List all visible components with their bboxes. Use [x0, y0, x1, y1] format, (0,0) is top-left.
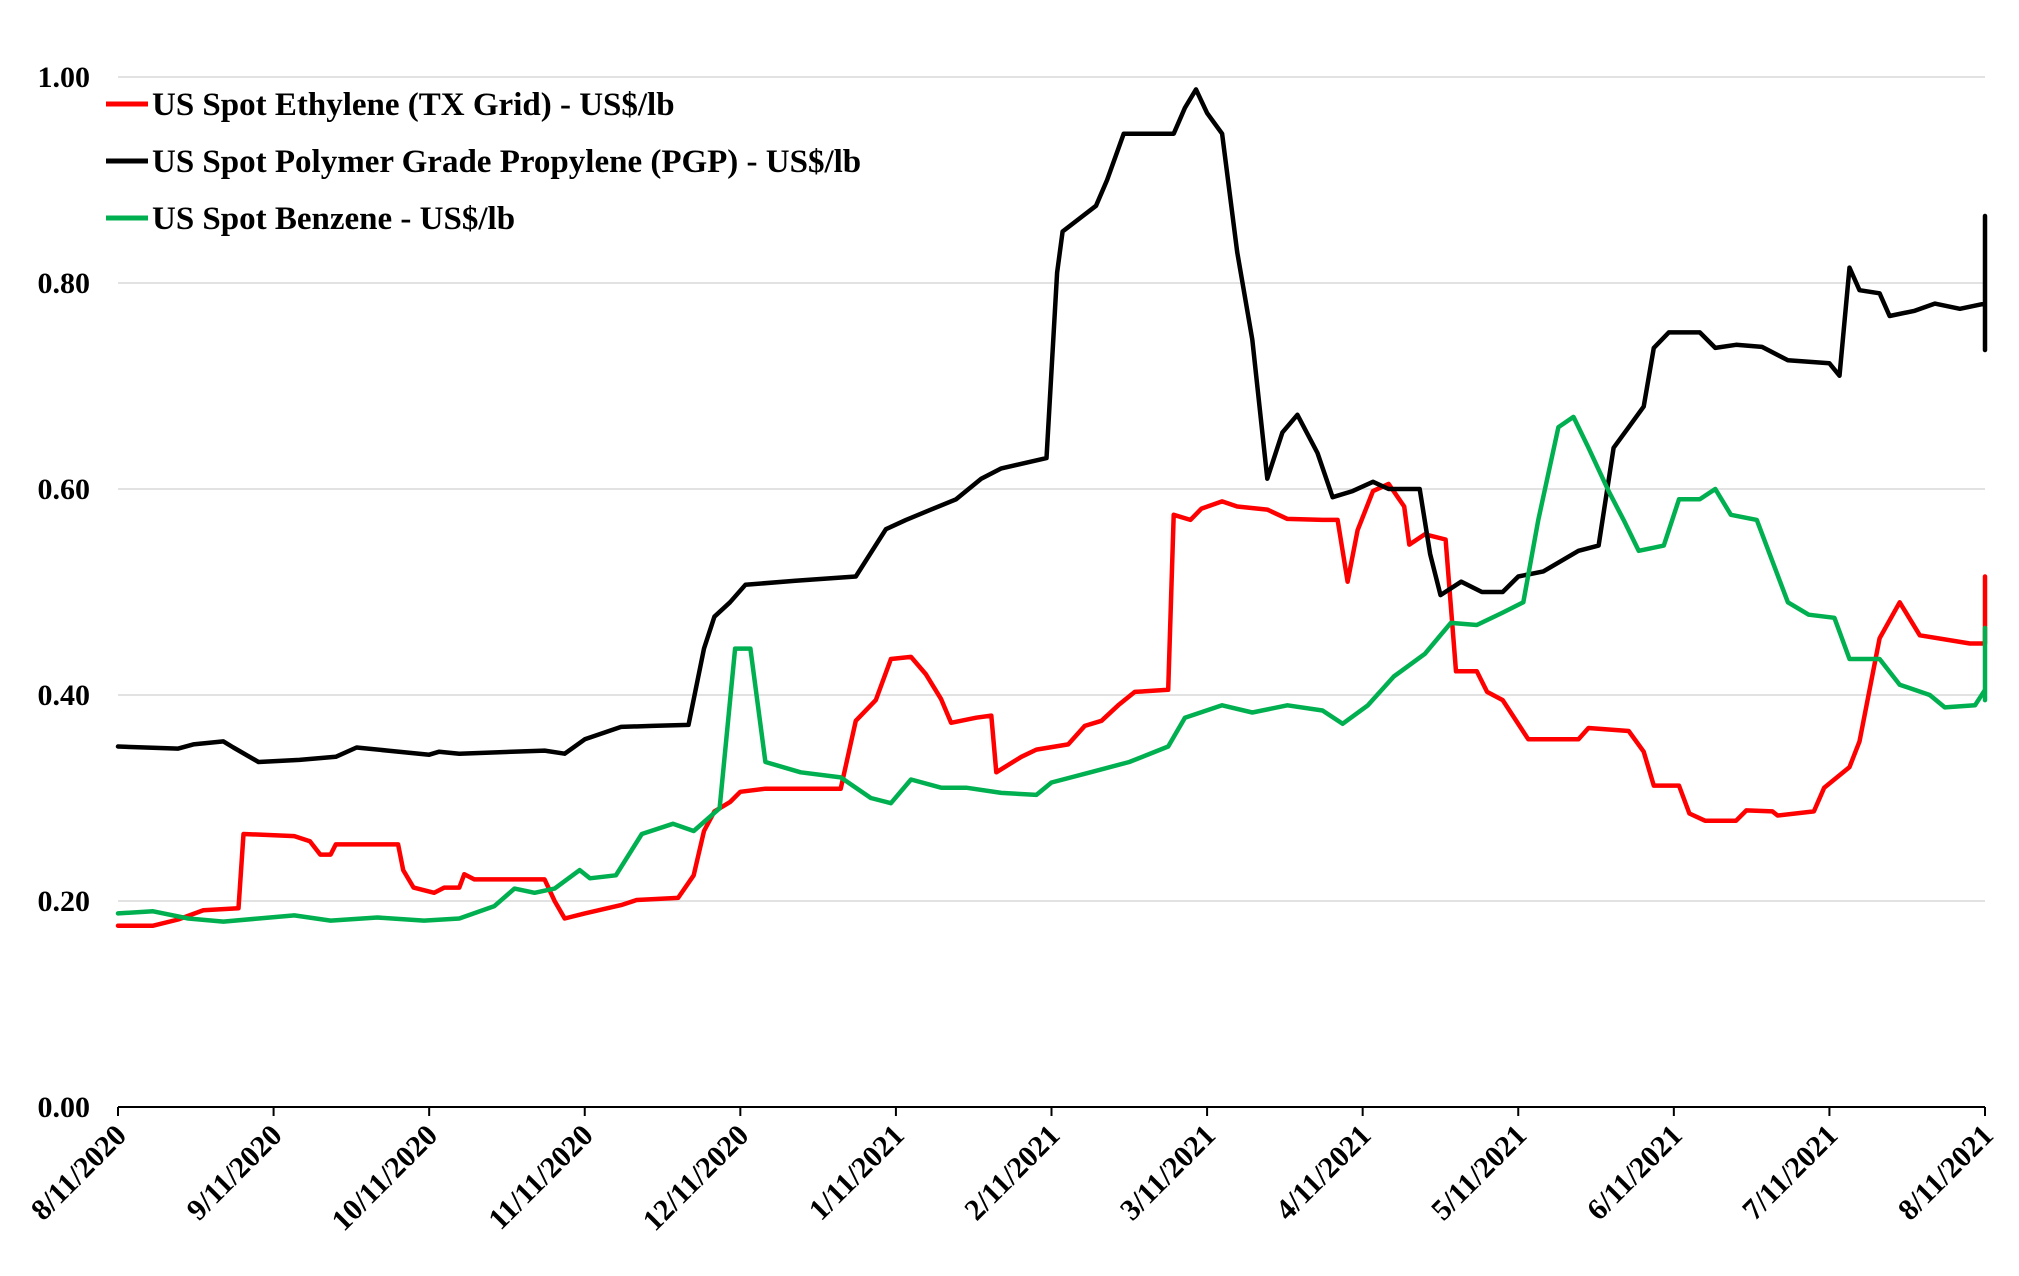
x-tick-label: 7/11/2021	[1736, 1119, 1844, 1227]
series-lines	[115, 87, 1988, 928]
y-tick-label: 0.80	[38, 267, 91, 300]
x-tick-label: 10/11/2020	[325, 1119, 444, 1238]
gridlines	[118, 76, 1985, 902]
x-tick-label: 6/11/2021	[1581, 1119, 1689, 1227]
legend-label-0: US Spot Ethylene (TX Grid) - US$/lb	[152, 87, 675, 123]
y-tick-label: 1.00	[38, 61, 91, 94]
series-line-1	[115, 87, 1988, 765]
y-tick-label: 0.40	[38, 679, 91, 712]
x-tick-label: 2/11/2021	[958, 1119, 1066, 1227]
y-tick-label: 0.20	[38, 885, 91, 918]
legend: US Spot Ethylene (TX Grid) - US$/lb US Sp…	[106, 87, 861, 237]
x-tick-label: 9/11/2020	[180, 1119, 288, 1227]
legend-label-1: US Spot Polymer Grade Propylene (PGP) - …	[152, 144, 861, 180]
x-tick-label: 8/11/2020	[25, 1119, 133, 1227]
axes: 0.00 0.20 0.40 0.60 0.80 1.00 8/11/2020 9/11/20…	[25, 61, 2000, 1237]
series-line-0	[115, 481, 1988, 928]
x-tick-label: 8/11/2021	[1892, 1119, 2000, 1227]
x-tick-label: 3/11/2021	[1114, 1119, 1222, 1227]
series-line-2	[115, 414, 1988, 924]
legend-label-2: US Spot Benzene - US$/lb	[152, 201, 515, 237]
x-tick-label: 4/11/2021	[1269, 1119, 1377, 1227]
x-tick-label: 11/11/2020	[482, 1119, 600, 1237]
x-tick-label: 12/11/2020	[636, 1119, 755, 1238]
x-tick-label: 5/11/2021	[1425, 1119, 1533, 1227]
x-tick-label: 1/11/2021	[803, 1119, 911, 1227]
y-tick-label: 0.60	[38, 473, 91, 506]
y-tick-label: 0.00	[38, 1091, 91, 1124]
